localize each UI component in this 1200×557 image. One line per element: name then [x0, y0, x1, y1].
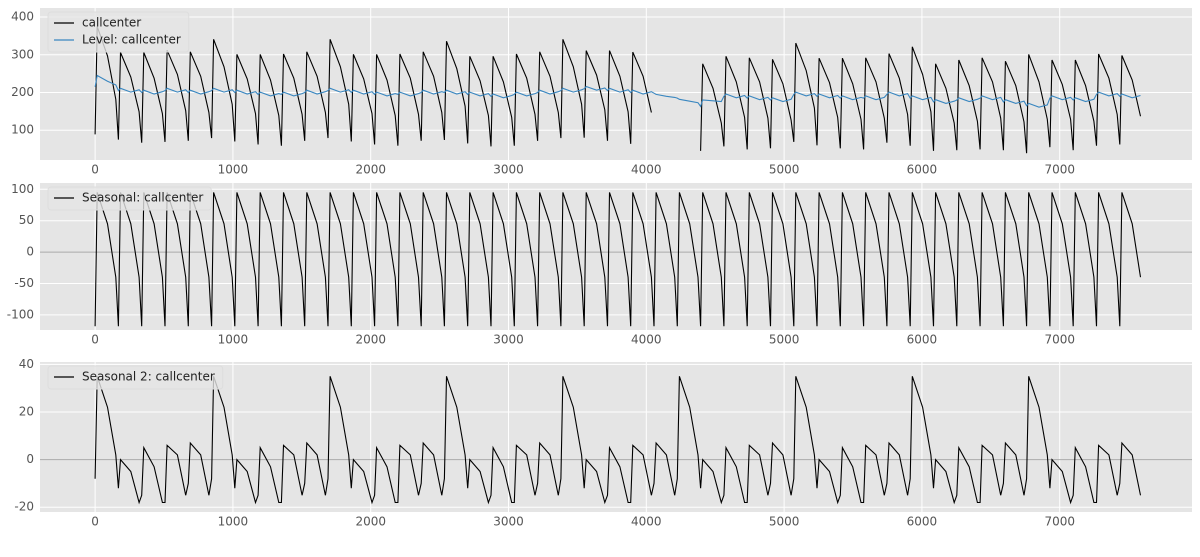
y-tick-label: -20: [14, 500, 34, 514]
x-tick-label: 2000: [355, 333, 386, 347]
plot-background: [40, 183, 1192, 330]
y-tick-label: -50: [14, 276, 34, 290]
x-tick-label: 6000: [907, 163, 938, 177]
x-tick-label: 5000: [769, 163, 800, 177]
y-tick-label: 20: [19, 405, 34, 419]
x-tick-label: 2000: [355, 163, 386, 177]
y-tick-label: 50: [19, 213, 34, 227]
x-tick-label: 1000: [218, 163, 249, 177]
series-line: [94, 376, 1142, 505]
x-tick-label: 6000: [907, 333, 938, 347]
legend-label: callcenter: [82, 16, 141, 30]
x-tick-label: 0: [91, 333, 99, 347]
x-tick-label: 5000: [769, 333, 800, 347]
series-line: [94, 192, 1142, 327]
y-tick-label: 40: [19, 357, 34, 371]
y-tick-label: 0: [26, 452, 34, 466]
x-tick-label: 6000: [907, 515, 938, 529]
x-tick-label: 3000: [493, 515, 524, 529]
plot-background: [40, 362, 1192, 512]
x-tick-label: 4000: [631, 333, 662, 347]
legend-label: Seasonal: callcenter: [82, 191, 203, 205]
x-tick-label: 2000: [355, 515, 386, 529]
legend-box: [47, 186, 212, 211]
y-tick-label: 400: [11, 10, 34, 24]
x-tick-label: 4000: [631, 515, 662, 529]
y-tick-label: 100: [11, 182, 34, 196]
legend-label: Seasonal 2: callcenter: [82, 370, 215, 384]
y-tick-label: 300: [11, 47, 34, 61]
series-line: [94, 74, 1141, 108]
x-tick-label: 7000: [1044, 515, 1075, 529]
y-tick-label: -100: [7, 307, 34, 321]
y-tick-label: 0: [26, 245, 34, 259]
x-tick-label: 0: [91, 163, 99, 177]
x-tick-label: 5000: [769, 515, 800, 529]
x-tick-label: 0: [91, 515, 99, 529]
x-tick-label: 3000: [493, 163, 524, 177]
legend-box: [47, 11, 190, 53]
y-tick-label: 200: [11, 85, 34, 99]
x-tick-label: 7000: [1044, 163, 1075, 177]
plot-background: [40, 8, 1192, 160]
x-tick-label: 7000: [1044, 333, 1075, 347]
x-tick-label: 1000: [218, 333, 249, 347]
legend-label: Level: callcenter: [82, 33, 181, 47]
x-tick-label: 4000: [631, 163, 662, 177]
series-line: [94, 26, 1142, 154]
x-tick-label: 1000: [218, 515, 249, 529]
y-tick-label: 100: [11, 123, 34, 137]
x-tick-label: 3000: [493, 333, 524, 347]
legend-box: [47, 365, 224, 390]
